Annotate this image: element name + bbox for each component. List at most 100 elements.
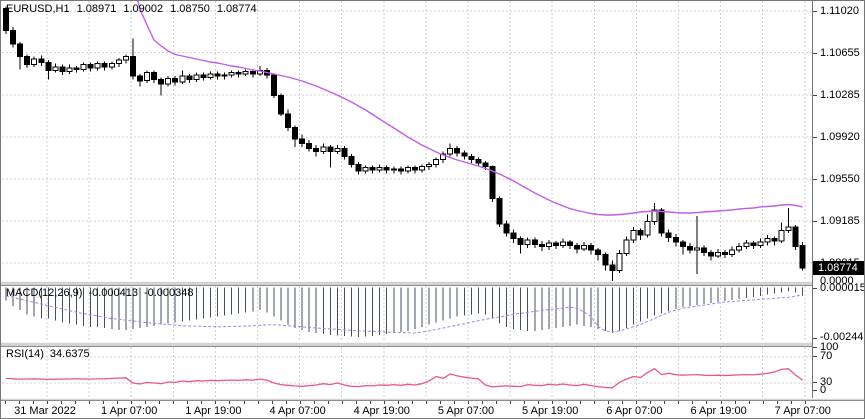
time-tick <box>286 401 287 404</box>
macd-label: MACD(12,26,9) -0.000413 -0.000348 <box>6 287 200 299</box>
rsi-name: RSI(14) <box>6 348 44 360</box>
time-tick <box>678 401 679 404</box>
time-tick <box>5 401 6 404</box>
time-axis-label: 1 Apr 07:00 <box>101 405 158 417</box>
time-tick <box>19 401 20 404</box>
axis-tick <box>813 179 817 180</box>
macd-histogram <box>5 287 804 338</box>
time-tick <box>370 401 371 404</box>
time-axis-label: 31 Mar 2022 <box>14 405 76 417</box>
axis-tick <box>813 338 817 339</box>
axis-tick <box>813 390 817 391</box>
panel-splitter-macd[interactable] <box>1 281 864 286</box>
time-tick <box>650 401 651 404</box>
time-tick <box>721 401 722 404</box>
open-value: 1.08971 <box>76 3 117 15</box>
time-tick <box>272 401 273 404</box>
time-tick <box>229 401 230 404</box>
time-tick <box>33 401 34 404</box>
moving-average-line <box>137 1 803 216</box>
time-axis-separator <box>1 398 864 401</box>
close-value: 1.08774 <box>216 3 257 15</box>
time-tick <box>566 401 567 404</box>
axis-tick <box>813 221 817 222</box>
macd-name: MACD(12,26,9) <box>6 287 83 299</box>
price-axis[interactable]: 1.08774 1.11020 1.10655 1.10285 1.09920 1.09… <box>812 1 865 398</box>
macd-canvas[interactable] <box>2 286 812 342</box>
rsi-axis-label: 100 <box>820 341 839 353</box>
time-tick <box>314 401 315 404</box>
rsi-axis-label: 70 <box>820 350 833 362</box>
rsi-axis-label: 30 <box>820 376 833 388</box>
price-axis-label: 1.09550 <box>820 173 860 185</box>
axis-tick <box>813 53 817 54</box>
price-axis-label: 1.11020 <box>820 5 859 17</box>
time-tick <box>244 401 245 404</box>
time-tick <box>159 401 160 404</box>
time-tick <box>215 401 216 404</box>
time-axis-label: 1 Apr 19:00 <box>185 405 242 417</box>
axis-tick <box>813 11 817 12</box>
time-tick <box>622 401 623 404</box>
time-axis-label: 6 Apr 07:00 <box>606 405 663 417</box>
time-tick <box>398 401 399 404</box>
time-tick <box>173 401 174 404</box>
time-tick <box>735 401 736 404</box>
time-tick <box>496 401 497 404</box>
time-tick <box>187 401 188 404</box>
main-chart-panel[interactable]: EURUSD,H1 1.08971 1.09002 1.08750 1.08774 <box>2 1 812 281</box>
time-tick <box>594 401 595 404</box>
axis-tick <box>813 347 817 348</box>
time-tick <box>805 401 806 404</box>
price-axis-label: 1.09920 <box>820 131 860 143</box>
axis-tick <box>813 288 817 289</box>
time-tick <box>749 401 750 404</box>
rsi-panel[interactable]: RSI(14) 34.6375 <box>2 347 812 398</box>
rsi-value: 34.6375 <box>49 348 90 360</box>
time-axis-label: 4 Apr 19:00 <box>353 405 410 417</box>
time-tick <box>538 401 539 404</box>
macd-panel[interactable]: MACD(12,26,9) -0.000413 -0.000348 <box>2 286 812 342</box>
time-tick <box>412 401 413 404</box>
panel-splitter-rsi[interactable] <box>1 342 864 347</box>
time-tick <box>201 401 202 404</box>
rsi-line <box>5 367 803 389</box>
time-tick <box>706 401 707 404</box>
time-tick <box>608 401 609 404</box>
time-tick <box>580 401 581 404</box>
candles <box>3 6 806 281</box>
time-tick <box>791 401 792 404</box>
time-tick <box>664 401 665 404</box>
macd-axis-label: -0.002442 <box>820 331 865 343</box>
time-tick <box>482 401 483 404</box>
time-tick <box>510 401 511 404</box>
rsi-canvas[interactable] <box>2 347 812 398</box>
axis-tick <box>813 356 817 357</box>
price-axis-label: 1.10285 <box>820 89 860 101</box>
axis-tick <box>813 95 817 96</box>
time-tick <box>75 401 76 404</box>
time-axis[interactable]: 31 Mar 2022 1 Apr 07:00 1 Apr 19:00 4 Apr 0… <box>1 401 864 418</box>
time-tick <box>47 401 48 404</box>
main-chart-canvas[interactable] <box>2 1 812 281</box>
price-axis-label: 1.09185 <box>820 215 860 227</box>
time-tick <box>777 401 778 404</box>
time-tick <box>524 401 525 404</box>
rsi-label: RSI(14) 34.6375 <box>6 348 96 360</box>
time-tick <box>763 401 764 404</box>
time-tick <box>117 401 118 404</box>
time-tick <box>89 401 90 404</box>
time-tick <box>342 401 343 404</box>
high-value: 1.09002 <box>123 3 164 15</box>
time-axis-label: 5 Apr 07:00 <box>437 405 495 417</box>
time-tick <box>258 401 259 404</box>
time-tick <box>468 401 469 404</box>
macd-signal-line <box>5 294 803 334</box>
axis-tick <box>813 137 817 138</box>
current-price-box: 1.08774 <box>813 261 864 275</box>
chart-header: EURUSD,H1 1.08971 1.09002 1.08750 1.08774 <box>6 3 264 15</box>
macd-signal-value: -0.000348 <box>143 287 194 299</box>
time-tick <box>131 401 132 404</box>
macd-axis-label: 0.0000 <box>820 275 854 287</box>
